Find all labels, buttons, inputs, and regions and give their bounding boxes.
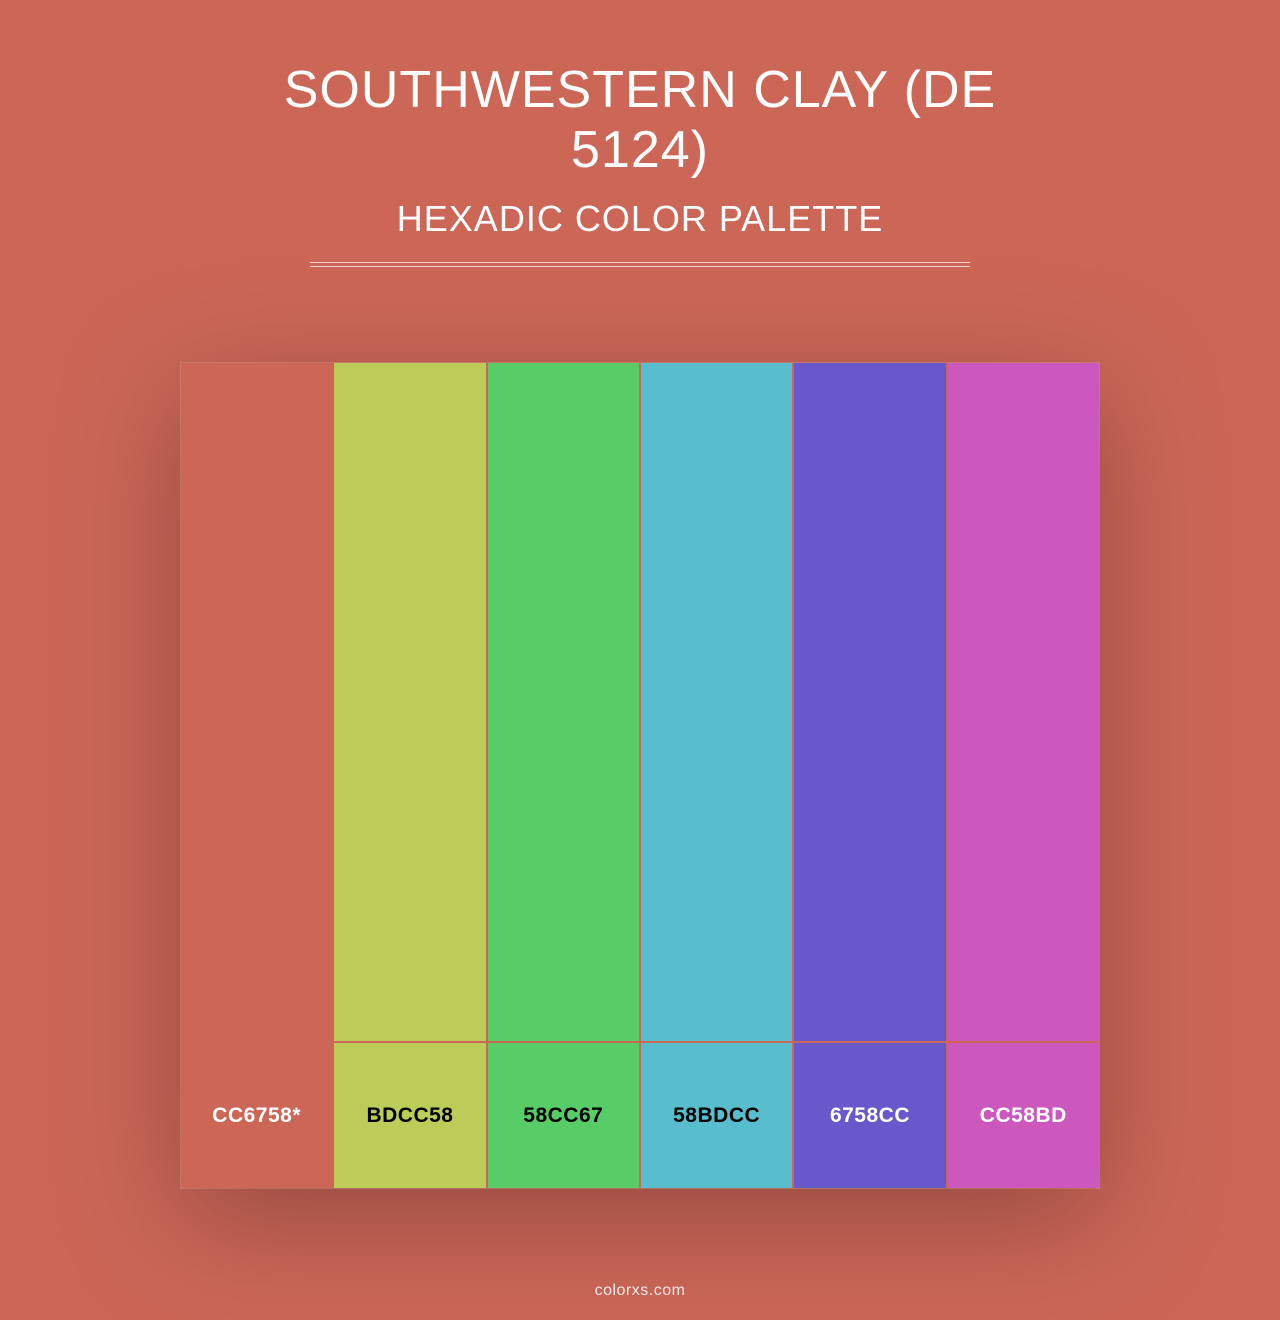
palette-grid: CC6758*BDCC5858CC6758BDCC6758CCCC58BD (180, 362, 1100, 1189)
header-divider (310, 262, 970, 267)
swatch-color-block (794, 363, 945, 1043)
swatch-column: CC6758* (181, 363, 334, 1188)
swatch-color-block (948, 363, 1099, 1043)
swatch-column: 58BDCC (641, 363, 794, 1188)
swatch-label: 58BDCC (641, 1043, 792, 1188)
swatch-color-block (641, 363, 792, 1043)
swatch-column: 58CC67 (488, 363, 641, 1188)
swatch-label: CC58BD (948, 1043, 1099, 1188)
swatch-column: 6758CC (794, 363, 947, 1188)
swatch-label: BDCC58 (334, 1043, 485, 1188)
swatch-label: CC6758* (181, 1043, 332, 1188)
page-title: SOUTHWESTERN CLAY (DE 5124) (210, 60, 1070, 180)
swatch-label: 6758CC (794, 1043, 945, 1188)
swatch-color-block (334, 363, 485, 1043)
palette-container: CC6758*BDCC5858CC6758BDCC6758CCCC58BD (180, 362, 1100, 1189)
swatch-color-block (181, 363, 332, 1043)
footer-credit: colorxs.com (0, 1282, 1280, 1300)
swatch-color-block (488, 363, 639, 1043)
swatch-label: 58CC67 (488, 1043, 639, 1188)
swatch-column: BDCC58 (334, 363, 487, 1188)
header: SOUTHWESTERN CLAY (DE 5124) HEXADIC COLO… (210, 60, 1070, 267)
page-subtitle: HEXADIC COLOR PALETTE (210, 198, 1070, 240)
swatch-column: CC58BD (948, 363, 1099, 1188)
